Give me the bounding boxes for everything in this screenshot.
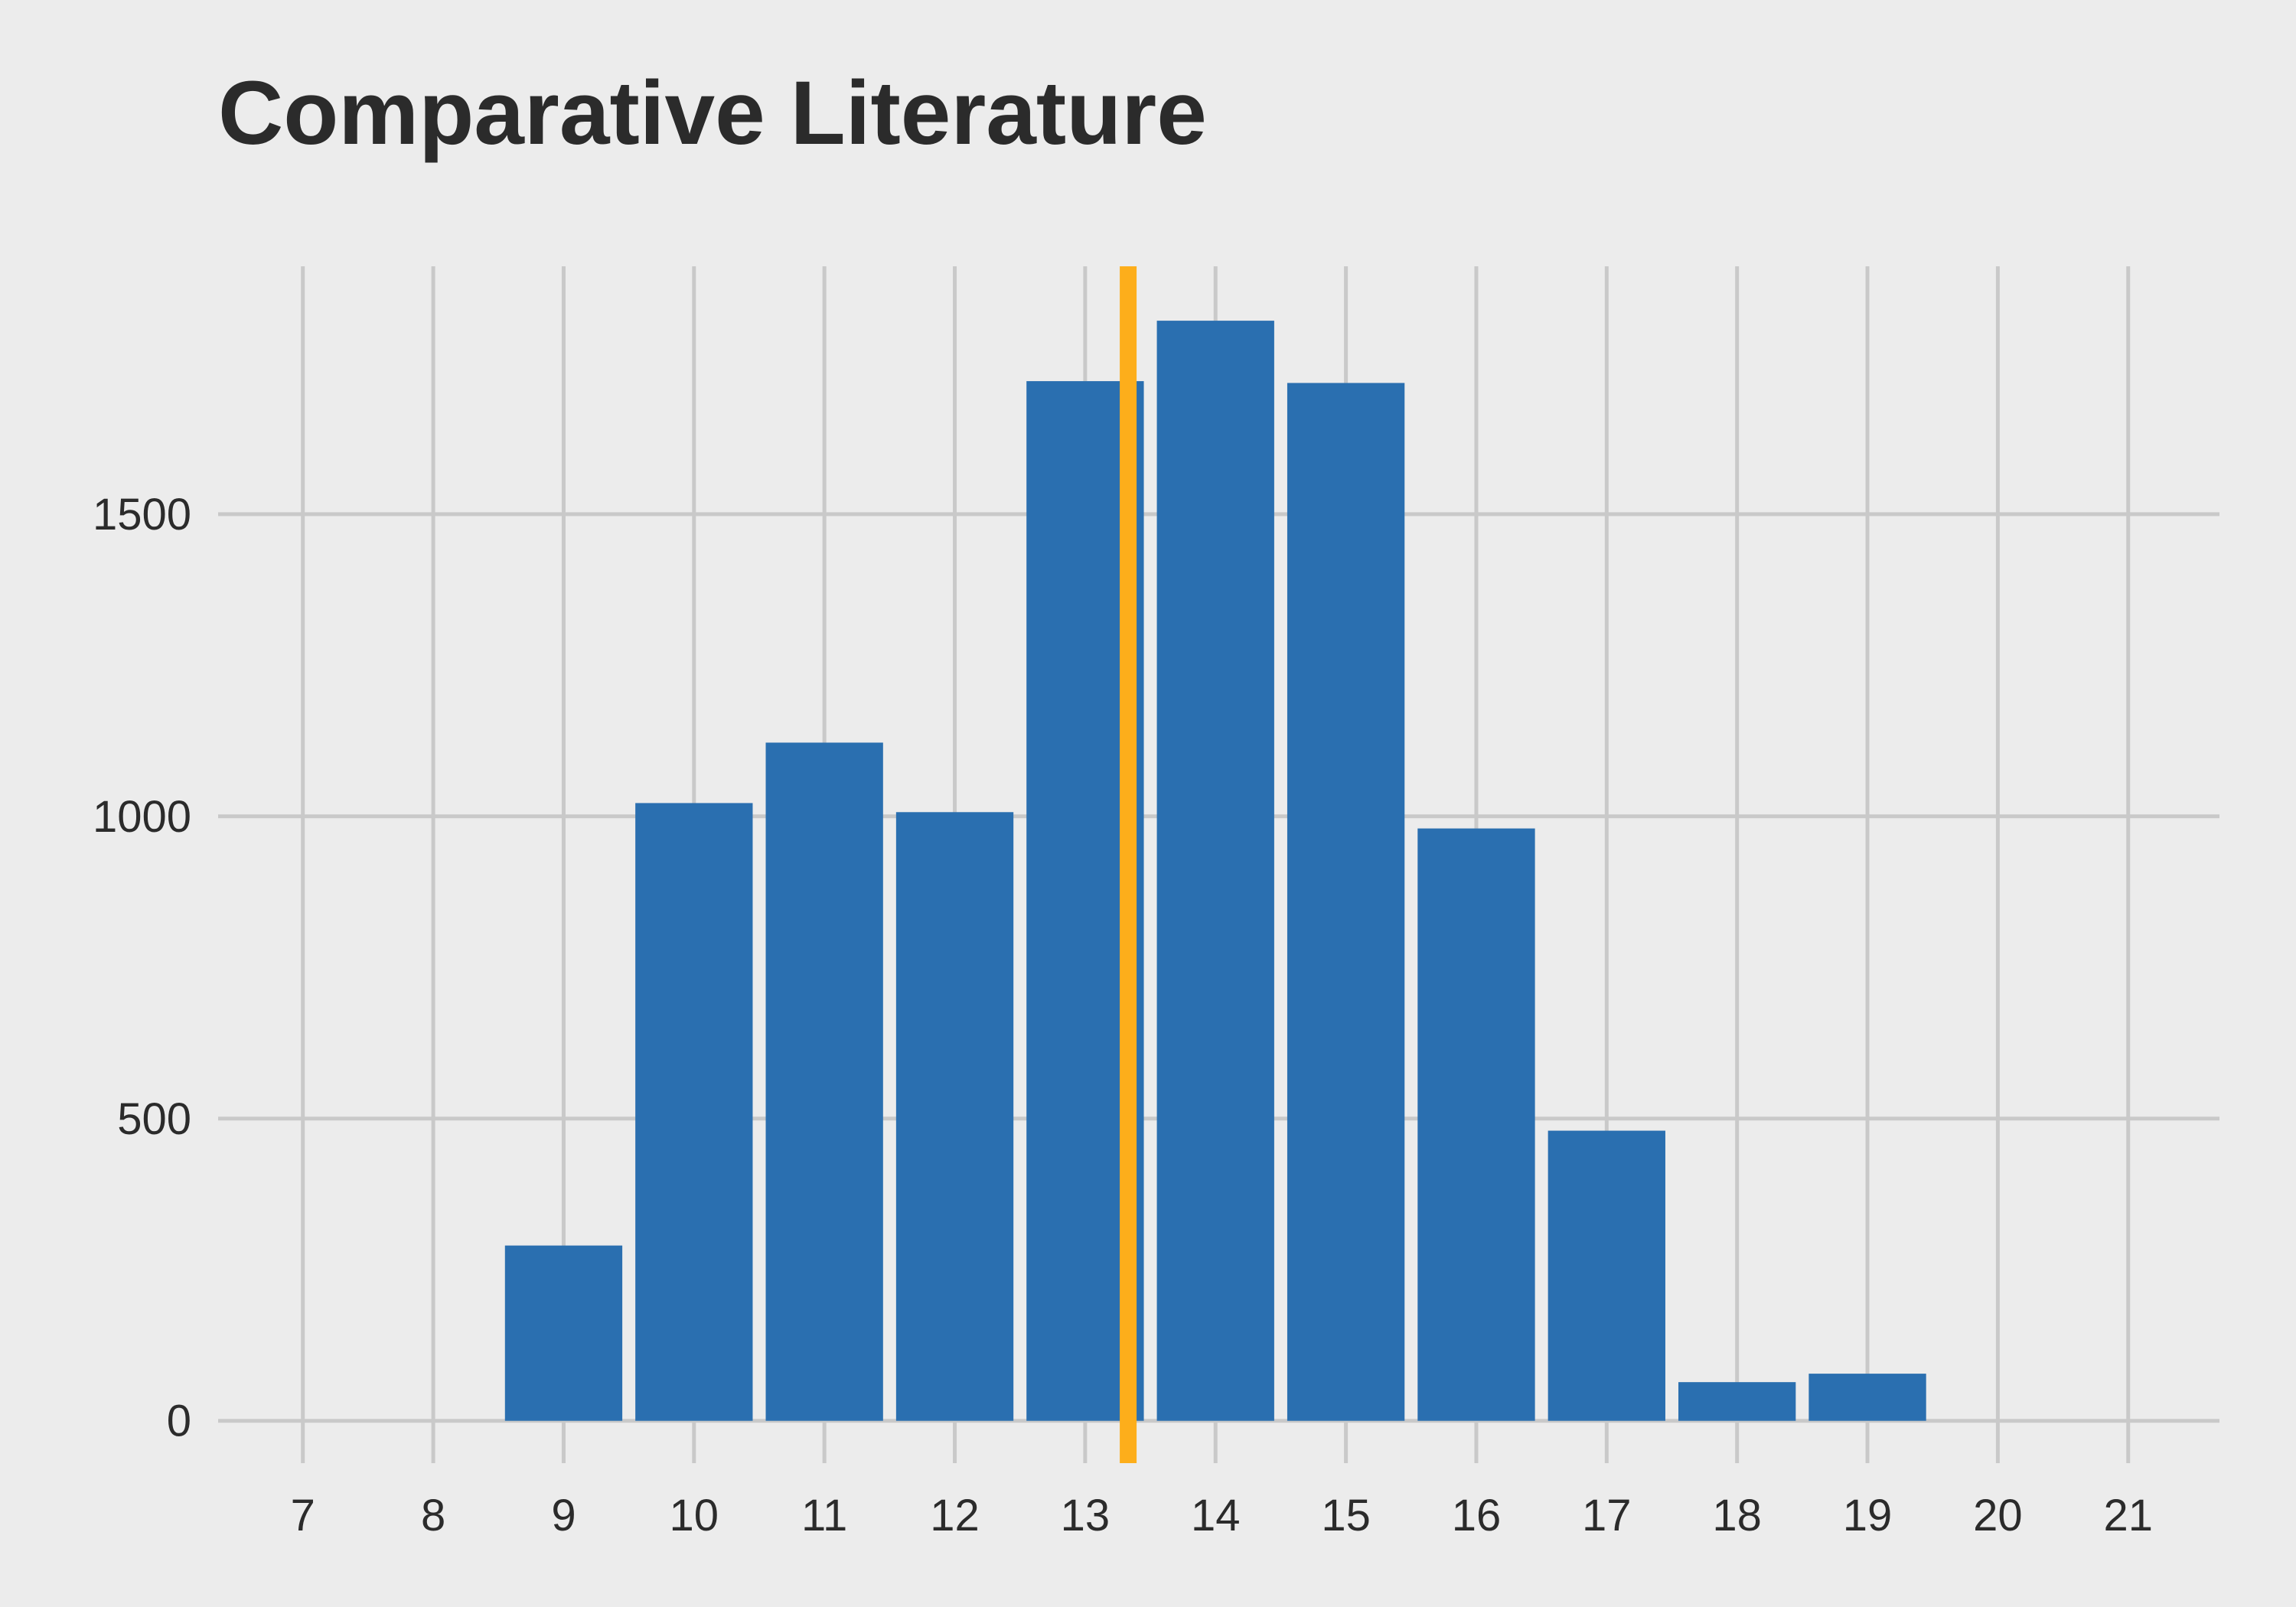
bar	[504, 1245, 623, 1421]
bar	[1287, 383, 1405, 1421]
x-tick-label: 14	[1191, 1491, 1241, 1540]
bar	[1156, 321, 1274, 1421]
x-tick-label: 8	[421, 1491, 445, 1540]
bar	[1808, 1374, 1926, 1421]
bar	[895, 812, 1014, 1421]
x-tick-label: 7	[291, 1491, 315, 1540]
bar	[1417, 828, 1535, 1421]
x-tick-label: 12	[930, 1491, 980, 1540]
x-tick-label: 18	[1712, 1491, 1762, 1540]
bar	[635, 803, 753, 1421]
bar	[765, 742, 883, 1421]
x-tick-label: 21	[2103, 1491, 2153, 1540]
bars	[504, 321, 1926, 1421]
x-tick-label: 15	[1321, 1491, 1371, 1540]
x-axis-ticks: 7 8 9 10 11 12 13 14 15 16 17 18 19 20 21	[291, 1491, 2153, 1540]
x-tick-label: 19	[1843, 1491, 1893, 1540]
y-tick-label: 500	[117, 1094, 191, 1144]
y-tick-label: 1000	[93, 792, 191, 842]
y-tick-label: 1500	[93, 490, 191, 539]
y-tick-label: 0	[167, 1397, 191, 1446]
x-tick-label: 11	[801, 1491, 847, 1540]
bar	[1678, 1382, 1796, 1421]
bar	[1548, 1130, 1665, 1421]
x-tick-label: 9	[551, 1491, 576, 1540]
x-tick-label: 20	[1973, 1491, 2023, 1540]
x-tick-label: 13	[1061, 1491, 1110, 1540]
x-tick-label: 10	[670, 1491, 719, 1540]
x-tick-label: 16	[1452, 1491, 1502, 1540]
x-tick-label: 17	[1582, 1491, 1632, 1540]
chart-title: Comparative Literature	[218, 63, 1207, 164]
y-axis-ticks: 0 500 1000 1500	[93, 490, 191, 1446]
